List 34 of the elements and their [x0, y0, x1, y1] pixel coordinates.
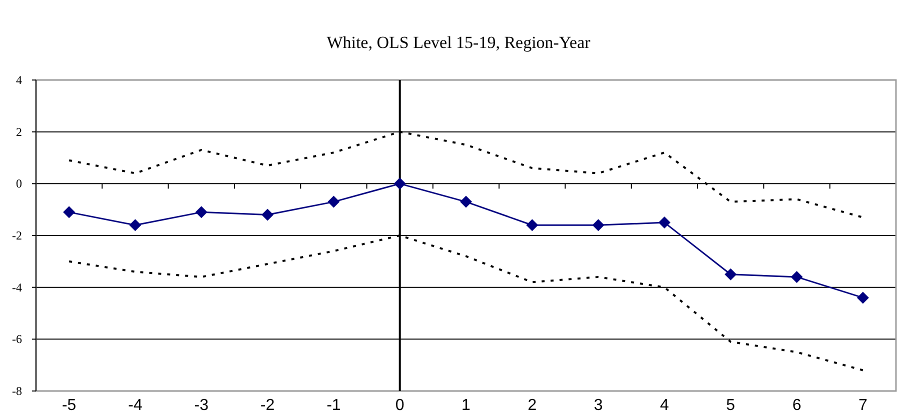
x-tick-label: 0 — [395, 397, 404, 414]
x-tick-label: 4 — [660, 397, 670, 414]
x-tick-label: 1 — [462, 397, 471, 414]
y-tick-label: -4 — [12, 280, 22, 294]
y-tick-label: 2 — [16, 124, 22, 139]
x-tick-label: 2 — [528, 397, 537, 414]
y-tick-label: -6 — [12, 332, 22, 346]
point — [526, 219, 538, 232]
x-tick-label: 7 — [858, 397, 868, 414]
x-tick-label: -4 — [128, 397, 142, 414]
y-tick-label: -2 — [12, 228, 22, 242]
point — [658, 216, 670, 229]
x-tick-label: 6 — [792, 397, 802, 414]
point — [856, 292, 869, 304]
x-tick-label: -3 — [194, 397, 209, 414]
x-tick-label: -2 — [260, 397, 275, 414]
point — [724, 268, 737, 280]
point — [790, 270, 803, 283]
x-tick-label: -1 — [326, 397, 341, 414]
chart-title: White, OLS Level 15-19, Region-Year — [326, 33, 591, 52]
y-tick-label: -8 — [12, 384, 22, 398]
point — [394, 178, 406, 190]
y-tick-label: 4 — [16, 73, 22, 87]
point — [592, 219, 604, 232]
point — [129, 219, 142, 232]
point — [460, 196, 472, 208]
point — [63, 206, 76, 218]
x-tick-label: 5 — [726, 397, 736, 414]
point — [195, 206, 208, 218]
point — [262, 208, 274, 221]
x-tick-label: -5 — [62, 397, 76, 414]
y-tick-label: 0 — [16, 176, 22, 191]
x-tick-label: 3 — [594, 397, 603, 414]
point — [328, 196, 340, 208]
